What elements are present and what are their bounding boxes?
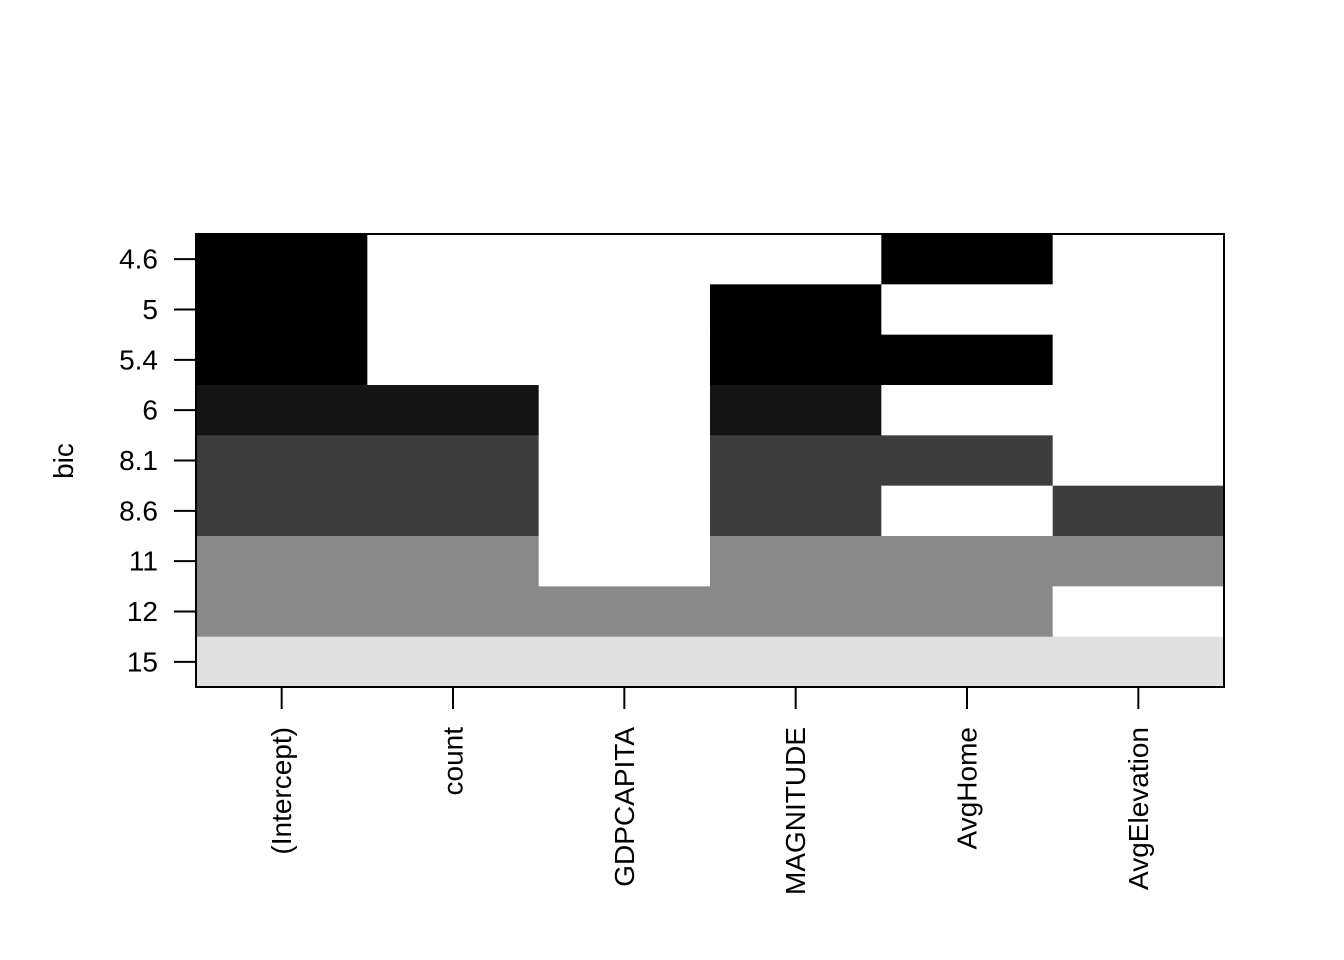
x-tick-label: AvgHome: [952, 727, 983, 849]
heatmap-cell: [196, 536, 368, 587]
heatmap-cell: [367, 284, 540, 336]
heatmap-cell: [710, 636, 882, 688]
heatmap-cell: [367, 536, 540, 587]
y-tick-label: 4.6: [119, 244, 158, 275]
heatmap-cell: [881, 334, 1054, 386]
heatmap-cell: [538, 485, 711, 537]
heatmap-cell: [538, 334, 711, 386]
heatmap-cell: [1052, 334, 1225, 386]
heatmap-cell: [881, 234, 1054, 285]
y-tick-label: 15: [127, 646, 158, 677]
heatmap-cell: [710, 334, 882, 386]
y-axis: 4.6 5 5.4 6 8.1 8.6 11 12 15: [119, 244, 196, 677]
heatmap-cell: [710, 586, 882, 638]
heatmap-cell: [367, 234, 540, 285]
heatmap-cell: [196, 385, 368, 436]
y-tick-label: 11: [129, 546, 158, 577]
y-tick-label: 5: [142, 294, 158, 325]
heatmap-cell: [881, 586, 1054, 638]
heatmap-cell: [1052, 234, 1225, 285]
heatmap-cell: [710, 385, 882, 436]
heatmap-cell: [367, 385, 540, 436]
heatmap-cell: [1052, 485, 1225, 537]
x-axis: (Intercept) count GDPCAPITA MAGNITUDE AvgHom…: [266, 687, 1154, 895]
x-tick-label: MAGNITUDE: [780, 727, 811, 895]
heatmap-cell: [196, 636, 368, 688]
heatmap-cell: [1052, 536, 1225, 587]
heatmap-cell: [367, 334, 540, 386]
heatmap-cell: [1052, 385, 1225, 436]
heatmap-cell: [196, 284, 368, 336]
heatmap-cell: [196, 234, 368, 285]
heatmap-cell: [196, 435, 368, 487]
heatmap-cell: [538, 586, 711, 638]
heatmap-cell: [1052, 636, 1225, 688]
x-tick-label: AvgElevation: [1123, 727, 1154, 890]
y-tick-label: 5.4: [119, 344, 158, 375]
heatmap-cell: [196, 334, 368, 386]
heatmap-cell: [196, 586, 368, 638]
heatmap-cells: [196, 234, 1225, 688]
heatmap-cell: [367, 586, 540, 638]
heatmap-cell: [367, 435, 540, 487]
heatmap-cell: [538, 234, 711, 285]
heatmap-cell: [881, 636, 1054, 688]
heatmap-cell: [538, 636, 711, 688]
y-axis-label: bic: [48, 443, 79, 479]
heatmap-cell: [881, 435, 1054, 487]
heatmap-cell: [538, 385, 711, 436]
heatmap-cell: [538, 536, 711, 587]
y-tick-label: 8.1: [119, 445, 158, 476]
heatmap-cell: [710, 234, 882, 285]
heatmap-cell: [710, 284, 882, 336]
heatmap-cell: [196, 485, 368, 537]
heatmap-cell: [367, 485, 540, 537]
heatmap-cell: [881, 536, 1054, 587]
heatmap-cell: [881, 284, 1054, 336]
y-tick-label: 6: [142, 395, 158, 426]
x-tick-label: count: [438, 727, 469, 796]
heatmap-cell: [881, 385, 1054, 436]
heatmap-cell: [1052, 284, 1225, 336]
heatmap-cell: [881, 485, 1054, 537]
heatmap-cell: [710, 536, 882, 587]
heatmap-cell: [538, 435, 711, 487]
heatmap-cell: [710, 485, 882, 537]
heatmap-cell: [1052, 435, 1225, 487]
x-tick-label: (Intercept): [266, 727, 297, 855]
heatmap-cell: [1052, 586, 1225, 638]
heatmap-cell: [538, 284, 711, 336]
y-tick-label: 12: [127, 596, 158, 627]
x-tick-label: GDPCAPITA: [609, 727, 640, 887]
heatmap-cell: [710, 435, 882, 487]
y-tick-label: 8.6: [119, 495, 158, 526]
heatmap-cell: [367, 636, 540, 688]
